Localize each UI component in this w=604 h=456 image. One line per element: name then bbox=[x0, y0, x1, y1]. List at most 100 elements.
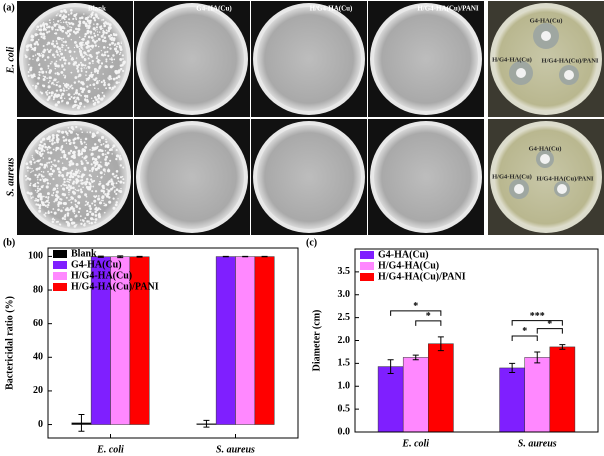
colony bbox=[90, 153, 93, 156]
colony bbox=[48, 30, 51, 33]
colony bbox=[104, 203, 108, 207]
colony bbox=[55, 149, 58, 152]
colony bbox=[54, 194, 58, 197]
colony bbox=[61, 18, 63, 20]
colony bbox=[112, 182, 115, 185]
colony bbox=[77, 195, 81, 199]
colony bbox=[59, 201, 63, 205]
colony bbox=[45, 23, 49, 26]
agar bbox=[23, 7, 127, 111]
colony bbox=[41, 70, 45, 74]
colony bbox=[94, 158, 98, 162]
colony bbox=[68, 191, 70, 194]
colony bbox=[49, 62, 52, 65]
colony bbox=[46, 31, 49, 34]
colony bbox=[113, 175, 116, 178]
colony bbox=[102, 33, 105, 36]
colony bbox=[115, 50, 119, 54]
colony bbox=[41, 152, 44, 156]
colony bbox=[89, 207, 92, 211]
colony bbox=[63, 83, 68, 87]
colony bbox=[62, 16, 65, 19]
colony bbox=[114, 69, 118, 74]
colony bbox=[86, 100, 90, 103]
colony bbox=[46, 148, 49, 151]
colony bbox=[77, 169, 80, 172]
colony bbox=[39, 153, 42, 156]
colony bbox=[38, 188, 42, 191]
colony bbox=[112, 144, 116, 148]
colony bbox=[87, 35, 91, 39]
colony bbox=[47, 64, 50, 68]
colony bbox=[81, 37, 85, 41]
colony bbox=[54, 198, 58, 202]
colony bbox=[40, 170, 43, 173]
colony bbox=[83, 13, 85, 15]
error-bar bbox=[203, 419, 210, 428]
colony bbox=[122, 181, 125, 184]
legend-label: H/G4-HA(Cu) bbox=[378, 260, 439, 271]
colony bbox=[52, 217, 54, 220]
colony bbox=[34, 182, 37, 185]
x-tick-label: S. aureus bbox=[216, 444, 255, 455]
colony bbox=[75, 89, 78, 92]
colony bbox=[65, 101, 70, 105]
colony bbox=[28, 63, 30, 66]
colony bbox=[62, 87, 65, 89]
colony bbox=[41, 36, 43, 38]
colony bbox=[96, 94, 100, 98]
colony bbox=[31, 154, 33, 157]
colony bbox=[54, 93, 57, 96]
error-bar bbox=[78, 413, 85, 432]
colony bbox=[32, 55, 35, 58]
colony bbox=[56, 81, 58, 84]
colony bbox=[87, 49, 90, 53]
colony bbox=[57, 160, 60, 163]
colony bbox=[106, 50, 109, 53]
colony bbox=[42, 171, 45, 173]
legend-label: H/G4-HA(Cu) bbox=[71, 270, 132, 281]
colony bbox=[85, 195, 88, 198]
colony bbox=[46, 56, 50, 59]
colony bbox=[35, 40, 39, 44]
colony bbox=[79, 170, 81, 173]
colony bbox=[37, 203, 40, 207]
colony bbox=[92, 16, 96, 20]
colony bbox=[66, 221, 70, 224]
colony bbox=[41, 34, 43, 36]
colony bbox=[34, 33, 38, 37]
colony bbox=[76, 65, 79, 68]
colony bbox=[64, 40, 67, 44]
colony bbox=[39, 140, 43, 144]
colony bbox=[96, 33, 99, 36]
colony bbox=[53, 21, 55, 23]
colony bbox=[80, 44, 82, 46]
colony bbox=[108, 149, 111, 152]
colony bbox=[48, 95, 51, 99]
colony bbox=[38, 74, 41, 76]
colony bbox=[100, 199, 102, 201]
colony bbox=[41, 164, 43, 167]
colony bbox=[77, 63, 81, 66]
colony bbox=[94, 143, 97, 146]
colony bbox=[68, 129, 71, 133]
colony bbox=[44, 178, 47, 181]
y-tick-label: 80 bbox=[33, 284, 43, 295]
sample-disc bbox=[516, 68, 526, 78]
colony bbox=[67, 46, 70, 49]
colony bbox=[76, 133, 79, 136]
colony bbox=[111, 41, 114, 45]
colony bbox=[39, 32, 43, 36]
error-bar bbox=[534, 351, 541, 364]
colony bbox=[75, 64, 77, 66]
colony bbox=[100, 165, 103, 168]
colony bbox=[118, 81, 120, 84]
colony bbox=[93, 32, 96, 35]
colony bbox=[64, 49, 67, 52]
colony bbox=[64, 31, 67, 34]
colony bbox=[112, 54, 115, 57]
colony bbox=[60, 198, 63, 201]
colony bbox=[53, 62, 57, 66]
colony bbox=[57, 45, 59, 48]
colony bbox=[106, 188, 108, 191]
